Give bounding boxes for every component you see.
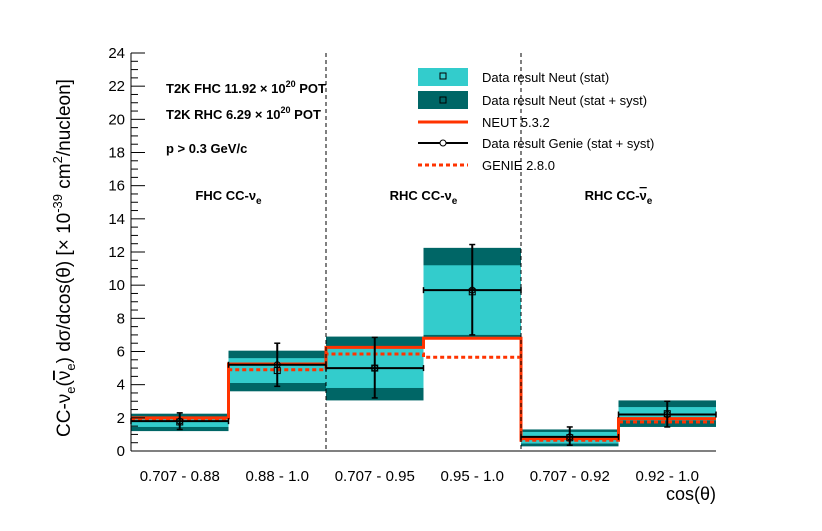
legend-label-neut: NEUT 5.3.2 [482,115,550,130]
neut-data-point-2 [371,364,379,372]
fhc-pot-annotation: T2K FHC 11.92 × 1020 POT [166,79,326,96]
region-label-1: RHC CC-νe [390,188,458,207]
y-tick-label-12: 24 [108,45,125,62]
bin-label-3: 0.95 - 1.0 [441,468,504,485]
region-label-0: FHC CC-νe [195,188,262,207]
bin-labels: 0.707 - 0.88 0.88 - 1.0 0.707 - 0.95 0.95 -… [140,468,699,485]
y-tick-label-3: 6 [117,344,125,361]
y-tick-label-5: 10 [108,277,125,294]
y-tick-label-10: 20 [108,111,125,128]
neut-data-point-0 [176,418,184,426]
neut-data-point-4 [566,434,574,442]
region-label-2: RHC CC-νe [585,188,653,207]
bin-label-4: 0.707 - 0.92 [530,468,610,485]
y-tick-label-8: 16 [108,178,125,195]
legend-label-genie-model: GENIE 2.8.0 [482,158,555,173]
region-labels: FHC CC-νe RHC CC-νe RHC CC-νe [195,188,652,207]
legend-syst-marker [439,96,447,104]
y-tick-label-2: 4 [117,377,125,394]
y-tick-label-0: 0 [117,443,125,460]
legend-stat-marker [439,72,447,80]
legend-label-stat: Data result Neut (stat) [482,70,609,85]
legend-label-genie-data: Data result Genie (stat + syst) [482,136,654,151]
genie-model-line [131,352,716,442]
y-tick-label-9: 18 [108,145,125,162]
legend-stat-swatch [418,68,468,86]
bin-label-2: 0.707 - 0.95 [335,468,415,485]
axes [130,52,716,452]
legend-label-syst: Data result Neut (stat + syst) [482,93,647,108]
y-axis-label: CC-νe(νe) dσ/dcos(θ) [× 10-39 cm2/nucleo… [50,79,78,437]
region-dividers [325,53,522,451]
y-tick-label-4: 8 [117,310,125,327]
legend-syst-swatch [418,91,468,109]
momentum-cut-annotation: p > 0.3 GeV/c [166,141,247,156]
x-axis-label: cos(θ) [666,484,716,504]
y-tick-label-11: 22 [108,78,125,95]
rhc-pot-annotation: T2K RHC 6.29 × 1020 POT [166,105,321,122]
y-tick-label-6: 12 [108,244,125,261]
data-points [130,243,717,446]
y-tick-label-7: 14 [108,211,125,228]
bin-label-1: 0.88 - 1.0 [246,468,309,485]
legend-genie-data-marker [439,139,447,147]
bin-label-5: 0.92 - 1.0 [636,468,699,485]
neut-data-point-5 [663,410,671,418]
neut-data-point-3 [468,288,476,296]
bin-label-0: 0.707 - 0.88 [140,468,220,485]
neut-data-point-1 [273,367,281,375]
genie-2-8-0-line [131,352,716,442]
y-tick-label-1: 2 [117,410,125,427]
legend: Data result Neut (stat) Data result Neut… [418,68,654,173]
